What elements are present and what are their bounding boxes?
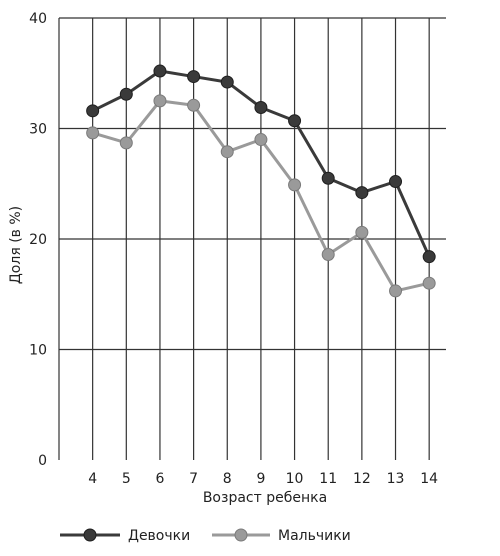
y-tick-label: 40	[29, 11, 47, 27]
y-axis-label: Доля (в %)	[8, 206, 24, 284]
data-point	[254, 101, 268, 115]
legend: Девочки Мальчики	[60, 528, 351, 544]
data-point	[288, 178, 302, 192]
x-tick-label: 9	[256, 471, 265, 487]
data-point	[153, 64, 167, 78]
legend-marker	[234, 528, 248, 542]
legend-item: Девочки	[60, 528, 190, 544]
data-point	[119, 87, 133, 101]
data-point	[321, 171, 335, 185]
y-tick-label: 30	[29, 122, 47, 138]
data-point	[119, 136, 133, 150]
data-point	[422, 250, 436, 264]
x-tick-label: 8	[223, 471, 232, 487]
data-point	[355, 186, 369, 200]
x-tick-label: 12	[353, 471, 371, 487]
data-point	[220, 75, 234, 89]
data-point	[220, 145, 234, 159]
legend-label: Мальчики	[278, 528, 351, 544]
data-point	[355, 225, 369, 239]
x-axis-label: Возраст ребенка	[203, 490, 327, 506]
x-tick-label: 13	[387, 471, 405, 487]
x-tick-label: 6	[155, 471, 164, 487]
y-tick-label: 0	[38, 453, 47, 469]
data-point	[187, 98, 201, 112]
x-tick-label: 11	[319, 471, 337, 487]
y-tick-label: 20	[29, 232, 47, 248]
x-tick-label: 4	[88, 471, 97, 487]
series-lines	[86, 64, 436, 298]
data-point	[187, 70, 201, 84]
legend-label: Девочки	[128, 528, 190, 544]
data-point	[288, 114, 302, 128]
data-point	[86, 104, 100, 118]
grid	[58, 17, 446, 460]
data-point	[422, 276, 436, 290]
data-point	[254, 133, 268, 147]
x-tick-label: 5	[122, 471, 131, 487]
y-tick-label: 10	[29, 343, 47, 359]
data-point	[86, 126, 100, 140]
data-point	[389, 284, 403, 298]
x-tick-labels: 4 5 6 7 8 9 10 11 12 13 14	[88, 471, 438, 487]
x-tick-label: 10	[286, 471, 304, 487]
x-tick-label: 7	[189, 471, 198, 487]
y-tick-labels: 0 10 20 30 40	[29, 11, 47, 469]
data-point	[389, 175, 403, 189]
data-point	[153, 94, 167, 108]
legend-item: Мальчики	[212, 528, 351, 544]
legend-marker	[83, 528, 97, 542]
x-tick-label: 14	[420, 471, 438, 487]
data-point	[321, 247, 335, 261]
